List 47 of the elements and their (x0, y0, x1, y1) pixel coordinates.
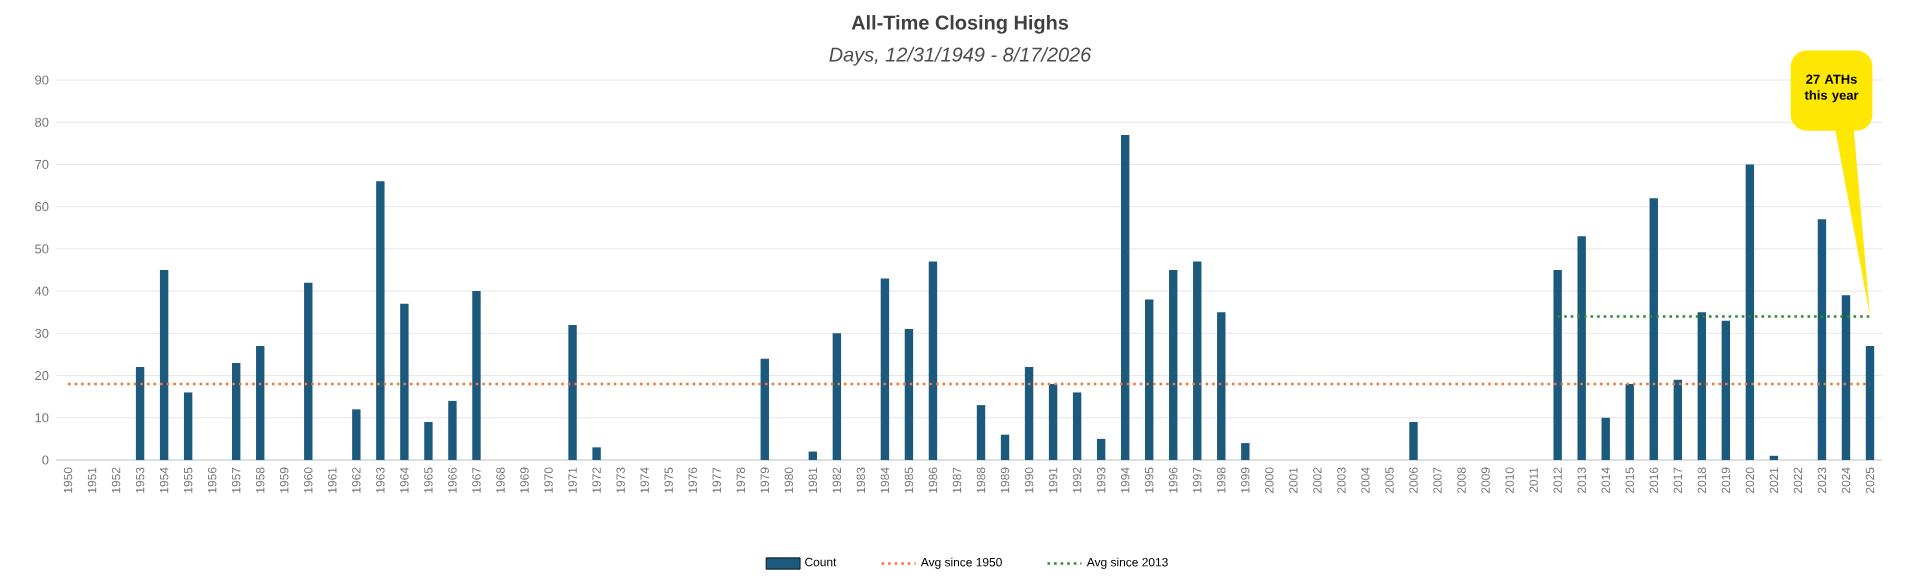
bar (1697, 312, 1707, 460)
bar (1553, 270, 1562, 460)
chart-subtitle: Days, 12/31/1949 - 8/17/2026 (829, 47, 1092, 66)
bar (1841, 295, 1851, 460)
bar (1649, 198, 1658, 460)
bar (135, 367, 145, 460)
bar (592, 447, 601, 460)
bar (568, 324, 577, 460)
chart-title: All-Time Closing Highs (851, 15, 1069, 34)
bar (1000, 434, 1010, 460)
bar (304, 282, 313, 460)
bar (760, 358, 769, 460)
bar (400, 303, 409, 460)
bar (976, 405, 986, 460)
bar (424, 422, 433, 460)
bar (928, 261, 938, 460)
bar (1169, 270, 1178, 460)
bar (472, 291, 481, 460)
bar (376, 181, 385, 460)
bar (904, 329, 914, 460)
bar (232, 362, 241, 460)
bar (1193, 261, 1202, 460)
bar (183, 392, 193, 460)
bar (256, 346, 265, 460)
bar (1601, 417, 1610, 460)
bar (1145, 299, 1154, 460)
bar (1817, 219, 1827, 460)
bar (1625, 384, 1634, 460)
bar (1409, 422, 1418, 460)
bar (352, 409, 361, 460)
bar (1241, 443, 1250, 460)
bar (1673, 379, 1682, 460)
bar (1745, 164, 1755, 460)
bar (1721, 320, 1731, 460)
bar (1865, 346, 1875, 460)
bar (1096, 438, 1106, 460)
bar (808, 451, 818, 460)
bar (1120, 134, 1130, 460)
bar (159, 270, 169, 460)
bar (1217, 312, 1226, 460)
bar (1024, 367, 1034, 460)
bar (832, 333, 842, 460)
bar (1048, 384, 1058, 460)
bar (448, 400, 457, 460)
bar (1577, 236, 1586, 460)
bar (1072, 392, 1082, 460)
bar (880, 278, 890, 460)
